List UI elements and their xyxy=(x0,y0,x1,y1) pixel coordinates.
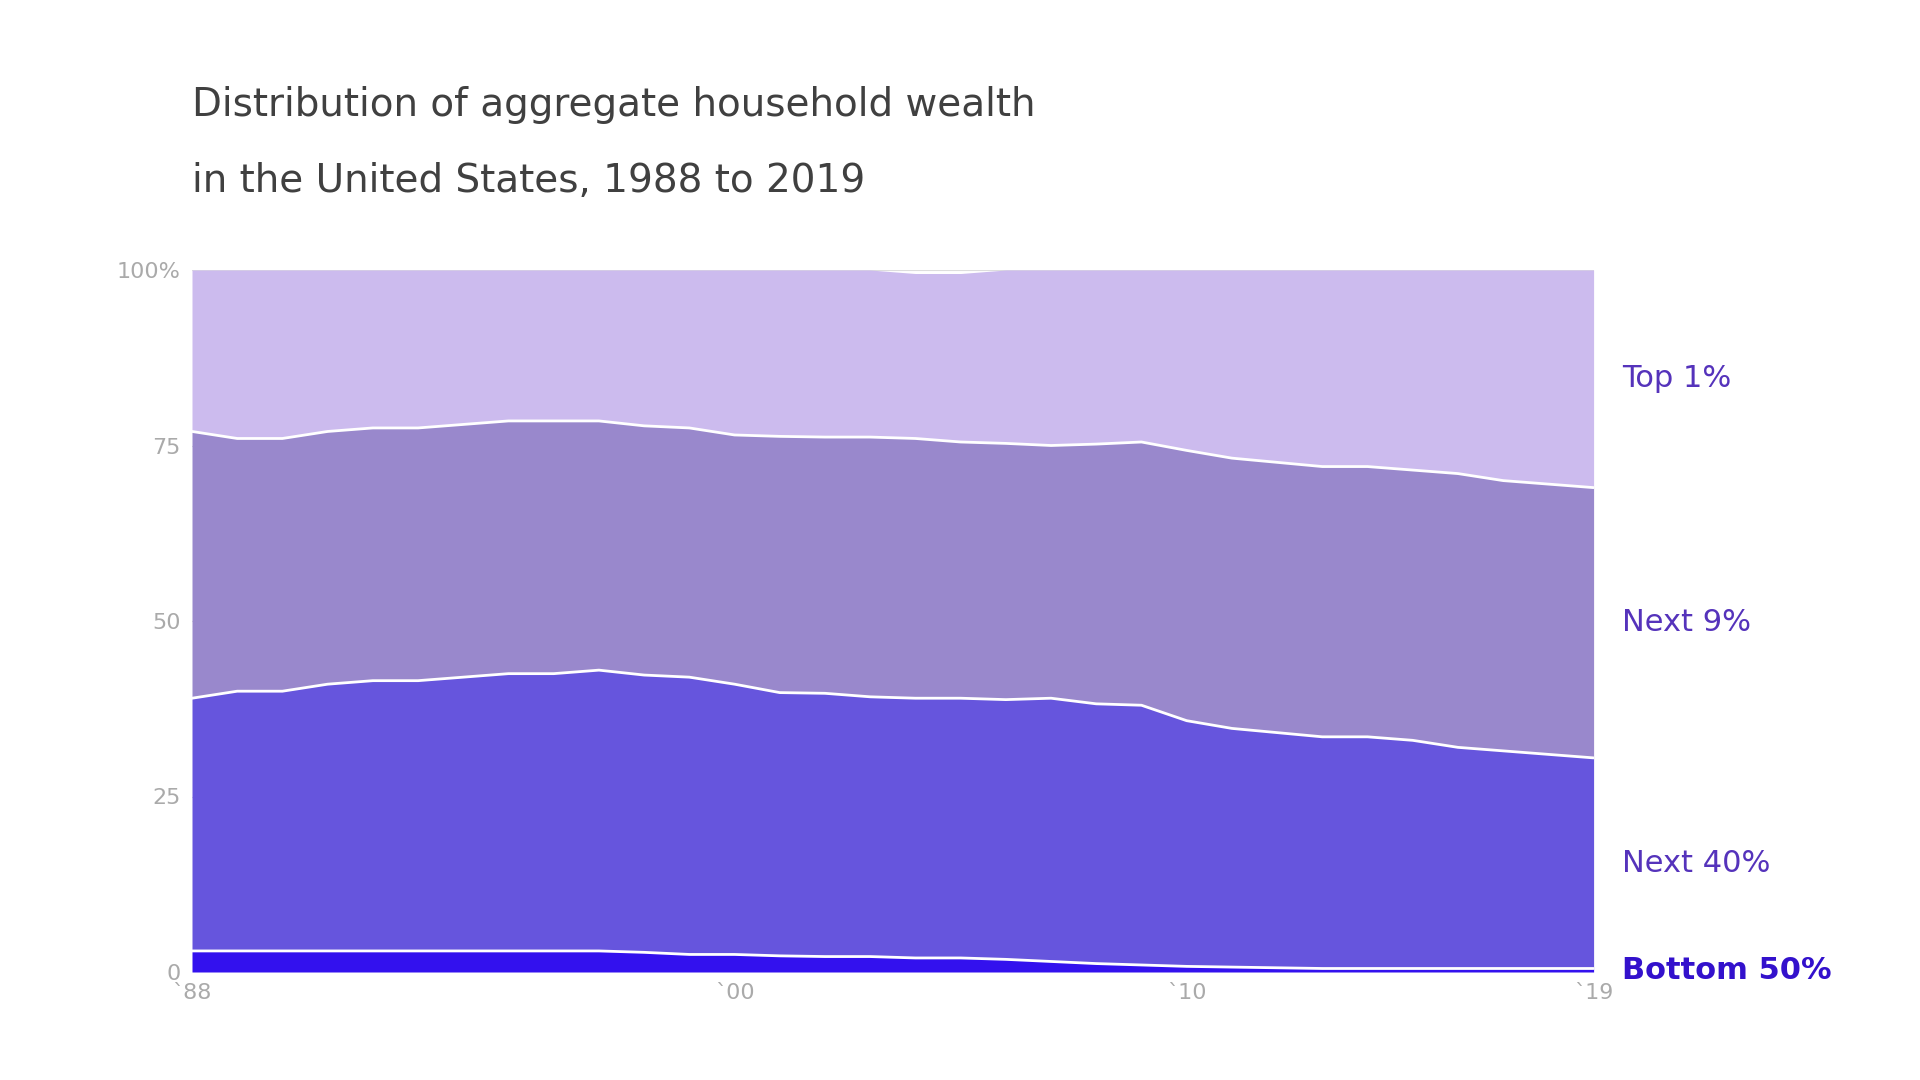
Text: Top 1%: Top 1% xyxy=(1622,364,1732,393)
Text: Next 40%: Next 40% xyxy=(1622,849,1770,878)
Text: in the United States, 1988 to 2019: in the United States, 1988 to 2019 xyxy=(192,162,866,200)
Text: Bottom 50%: Bottom 50% xyxy=(1622,956,1832,985)
Text: Next 9%: Next 9% xyxy=(1622,608,1751,637)
Text: Distribution of aggregate household wealth: Distribution of aggregate household weal… xyxy=(192,86,1035,124)
